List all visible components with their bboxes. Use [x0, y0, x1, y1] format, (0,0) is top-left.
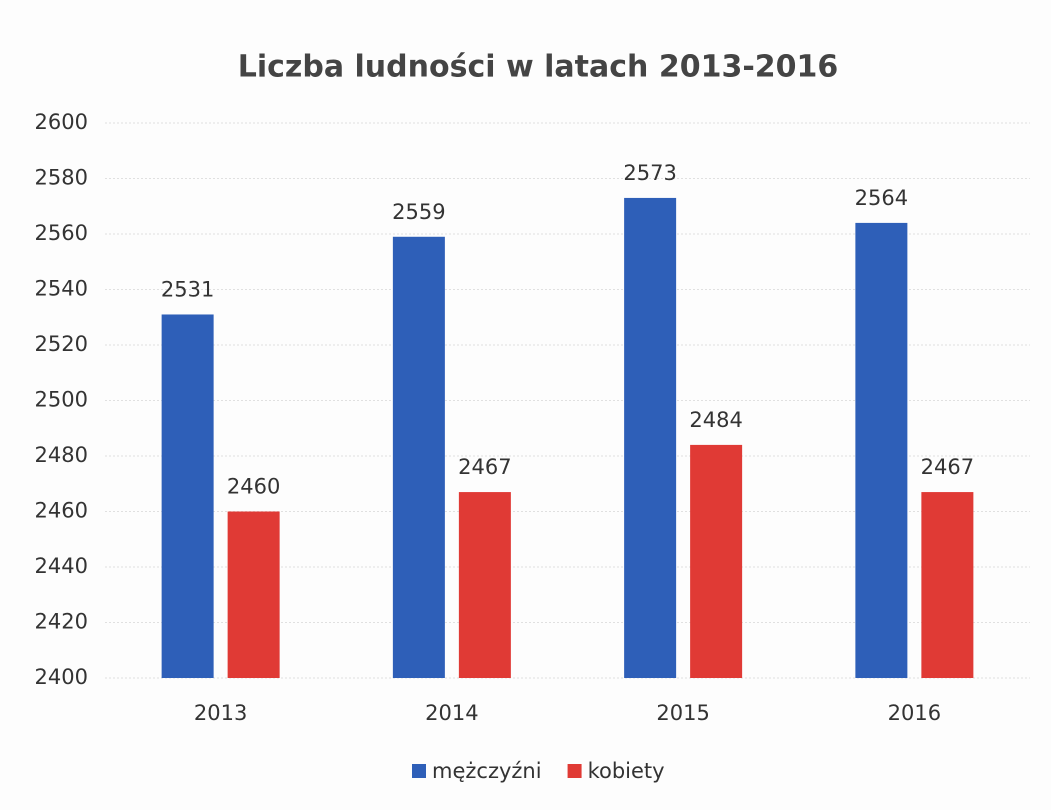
- y-tick-label: 2600: [35, 110, 88, 134]
- data-label: 2559: [392, 200, 445, 224]
- data-label: 2467: [921, 455, 974, 479]
- legend-swatch: [567, 764, 582, 778]
- y-tick-label: 2500: [35, 388, 88, 412]
- y-tick-label: 2440: [35, 554, 88, 578]
- y-tick-label: 2580: [35, 166, 88, 190]
- data-label: 2531: [161, 277, 214, 301]
- chart-title: Liczba ludności w latach 2013-2016: [238, 50, 839, 85]
- bar: [624, 197, 677, 679]
- bar: [690, 444, 743, 678]
- y-tick-label: 2400: [35, 665, 88, 689]
- data-label: 2460: [227, 475, 280, 499]
- y-tick-label: 2520: [35, 332, 88, 356]
- bar: [458, 492, 511, 678]
- data-label: 2484: [689, 408, 742, 432]
- data-label: 2467: [458, 455, 511, 479]
- y-tick-label: 2420: [35, 610, 88, 634]
- bar: [921, 492, 974, 678]
- bar: [161, 314, 214, 678]
- y-tick-label: 2540: [35, 277, 88, 301]
- data-label: 2564: [855, 186, 908, 210]
- x-tick-label: 2016: [888, 701, 941, 725]
- legend-swatch: [412, 764, 426, 778]
- legend-label: mężczyźni: [432, 759, 542, 783]
- legend-label: kobiety: [588, 759, 665, 783]
- bar: [227, 511, 280, 678]
- y-tick-label: 2460: [35, 499, 88, 523]
- x-tick-label: 2013: [194, 701, 247, 725]
- data-label: 2573: [623, 161, 676, 185]
- x-tick-label: 2015: [656, 701, 709, 725]
- y-tick-label: 2480: [35, 443, 88, 467]
- y-tick-label: 2560: [35, 221, 88, 245]
- bar: [855, 222, 908, 678]
- x-tick-label: 2014: [425, 701, 478, 725]
- bar: [392, 236, 445, 678]
